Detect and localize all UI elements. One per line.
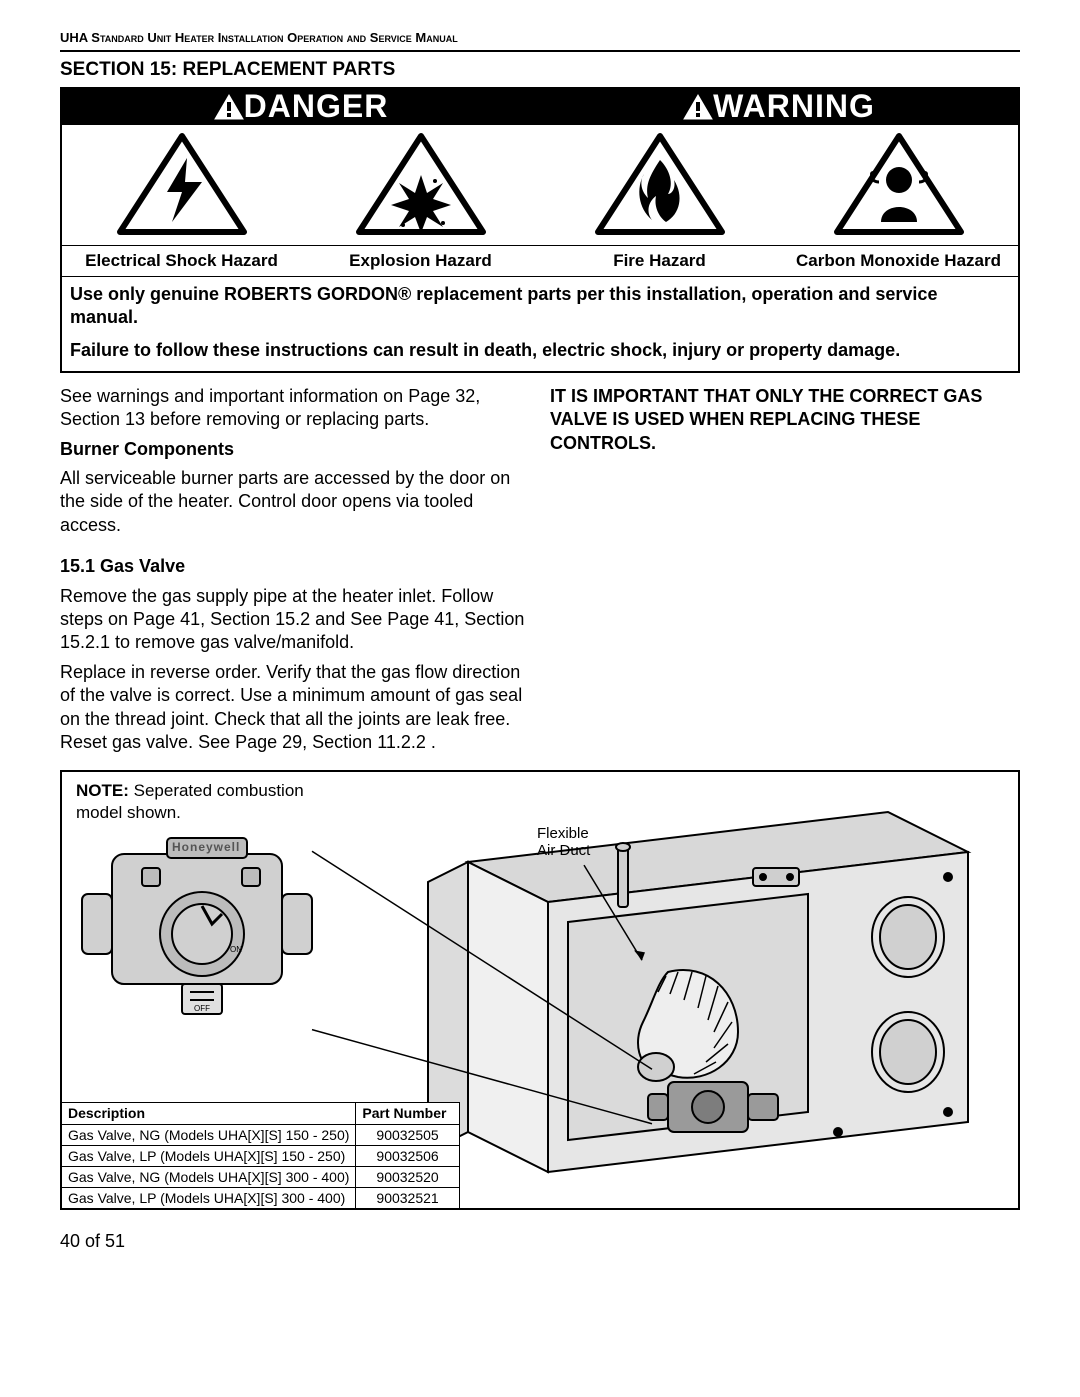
safety-text: Use only genuine ROBERTS GORDON® replace…	[62, 276, 1018, 371]
section-title: SECTION 15: REPLACEMENT PARTS	[60, 58, 1020, 83]
electrical-hazard-label: Electrical Shock Hazard	[62, 246, 301, 276]
warning-text: WARNING	[713, 86, 875, 128]
left-p4: Replace in reverse order. Verify that th…	[60, 661, 530, 755]
co-hazard-icon	[779, 125, 1018, 245]
banner-row: DANGER WARNING	[62, 89, 1018, 125]
note-bold: NOTE:	[76, 781, 129, 800]
cell-pn: 90032505	[356, 1124, 459, 1145]
fire-hazard-icon	[540, 125, 779, 245]
safety-p2: Failure to follow these instructions can…	[70, 339, 1010, 362]
flexible-air-duct-label: Flexible Air Duct	[537, 826, 590, 859]
table-row: Gas Valve, LP (Models UHA[X][S] 300 - 40…	[62, 1188, 460, 1209]
cell-desc: Gas Valve, LP (Models UHA[X][S] 300 - 40…	[62, 1188, 356, 1209]
electrical-hazard-icon	[62, 125, 301, 245]
warning-triangle-icon	[683, 94, 713, 120]
left-p2: All serviceable burner parts are accesse…	[60, 467, 530, 537]
burner-components-heading: Burner Components	[60, 438, 530, 461]
danger-banner: DANGER	[62, 89, 540, 125]
safety-box: DANGER WARNING	[60, 87, 1020, 373]
right-column: IT IS IMPORTANT THAT ONLY THE CORRECT GA…	[550, 385, 1020, 760]
hazard-labels: Electrical Shock Hazard Explosion Hazard…	[62, 245, 1018, 276]
important-note: IT IS IMPORTANT THAT ONLY THE CORRECT GA…	[550, 385, 1020, 455]
heater-illustration	[408, 792, 1008, 1192]
cell-desc: Gas Valve, NG (Models UHA[X][S] 300 - 40…	[62, 1166, 356, 1187]
table-row: Gas Valve, NG (Models UHA[X][S] 300 - 40…	[62, 1166, 460, 1187]
diagram-area: NOTE: Seperated combustion model shown. …	[60, 770, 1020, 1210]
cell-desc: Gas Valve, LP (Models UHA[X][S] 150 - 25…	[62, 1145, 356, 1166]
left-p1: See warnings and important information o…	[60, 385, 530, 432]
parts-table: Description Part Number Gas Valve, NG (M…	[61, 1102, 460, 1209]
col-part-number: Part Number	[356, 1103, 459, 1124]
explosion-hazard-icon	[301, 125, 540, 245]
warning-triangle-icon	[214, 94, 244, 120]
diagram-note: NOTE: Seperated combustion model shown.	[76, 780, 336, 824]
svg-text:Honeywell: Honeywell	[172, 840, 240, 854]
header-line: UHA Standard Unit Heater Installation Op…	[60, 30, 1020, 52]
svg-text:ON: ON	[230, 945, 242, 954]
cell-pn: 90032520	[356, 1166, 459, 1187]
danger-text: DANGER	[244, 86, 389, 128]
left-column: See warnings and important information o…	[60, 385, 530, 760]
hazard-icons-row	[62, 125, 1018, 245]
gas-valve-illustration: OFF ON Honeywell	[72, 824, 332, 1044]
cell-desc: Gas Valve, NG (Models UHA[X][S] 150 - 25…	[62, 1124, 356, 1145]
col-description: Description	[62, 1103, 356, 1124]
safety-p1: Use only genuine ROBERTS GORDON® replace…	[70, 283, 1010, 330]
cell-pn: 90032506	[356, 1145, 459, 1166]
body-columns: See warnings and important information o…	[60, 385, 1020, 760]
cell-pn: 90032521	[356, 1188, 459, 1209]
fire-hazard-label: Fire Hazard	[540, 246, 779, 276]
warning-banner: WARNING	[540, 89, 1018, 125]
svg-text:OFF: OFF	[194, 1004, 210, 1013]
left-p3: Remove the gas supply pipe at the heater…	[60, 585, 530, 655]
gas-valve-heading: 15.1 Gas Valve	[60, 555, 530, 578]
co-hazard-label: Carbon Monoxide Hazard	[779, 246, 1018, 276]
table-row: Gas Valve, LP (Models UHA[X][S] 150 - 25…	[62, 1145, 460, 1166]
explosion-hazard-label: Explosion Hazard	[301, 246, 540, 276]
page-footer: 40 of 51	[60, 1230, 1020, 1253]
table-row: Gas Valve, NG (Models UHA[X][S] 150 - 25…	[62, 1124, 460, 1145]
